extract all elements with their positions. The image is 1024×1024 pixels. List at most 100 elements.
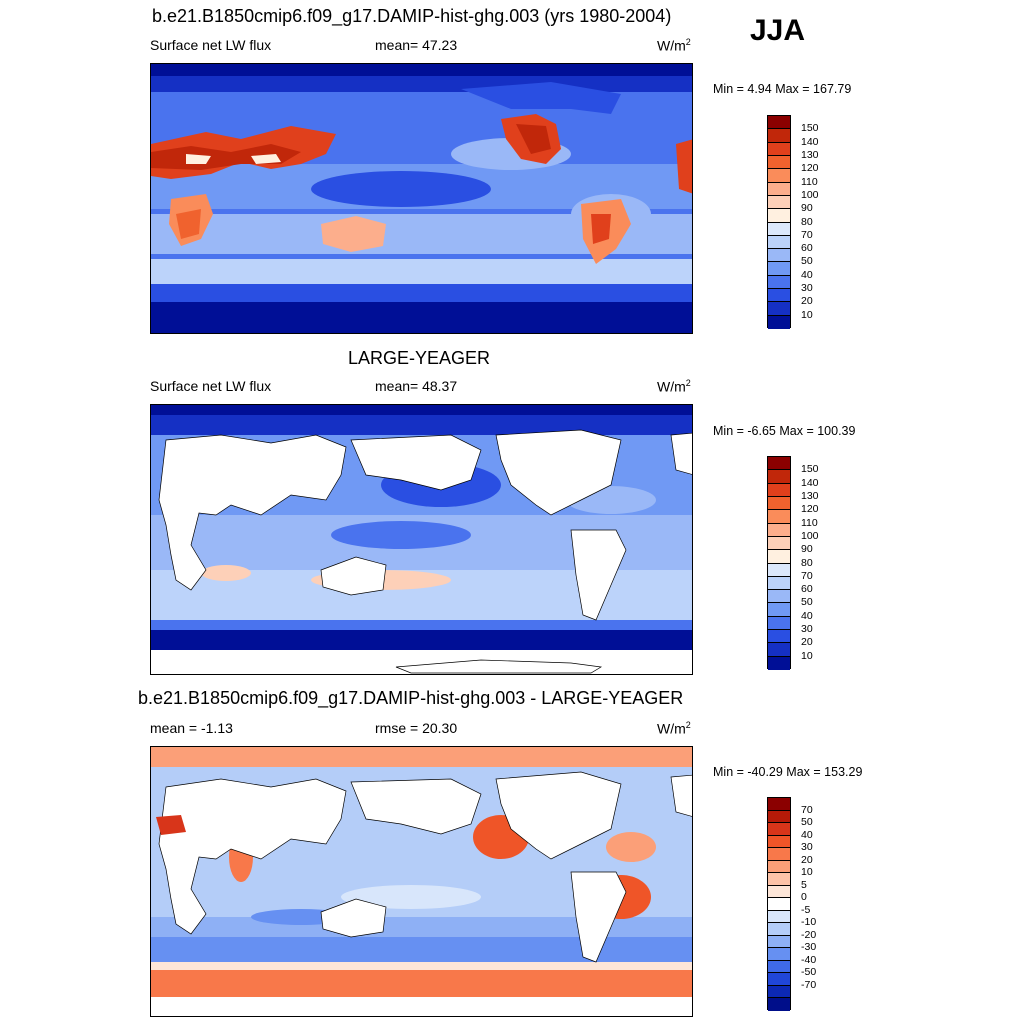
colorbar-tick-label: 80 (801, 556, 813, 569)
colorbar-swatch (768, 483, 790, 497)
colorbar-tick-label: 120 (801, 162, 819, 175)
colorbar-tick-label: 100 (801, 529, 819, 542)
colorbar-tick-label: 130 (801, 148, 819, 161)
panel2-variable-label: Surface net LW flux (150, 378, 272, 394)
colorbar-tick-label: -20 (801, 928, 817, 941)
colorbar-swatch (768, 973, 790, 986)
colorbar-swatch (768, 590, 790, 604)
panel2-map (150, 404, 693, 675)
season-label: JJA (750, 14, 806, 47)
colorbar-swatch (768, 630, 790, 644)
colorbar-tick-label: 100 (801, 188, 819, 201)
colorbar-tick-label: 110 (801, 516, 818, 529)
colorbar-swatch (768, 116, 790, 130)
colorbar-tick-label: 70 (801, 569, 813, 582)
colorbar-tick-label: 50 (801, 255, 813, 268)
colorbar-swatch (768, 960, 790, 974)
colorbar-tick-label: 90 (801, 543, 813, 556)
colorbar-tick-label: 120 (801, 503, 819, 516)
colorbar-swatch (768, 457, 790, 471)
panel2-units-text: W/m (657, 378, 686, 395)
colorbar-swatch (768, 935, 790, 949)
colorbar-tick-label: 40 (801, 609, 813, 622)
panel1-min-max: Min = 4.94 Max = 167.79 (713, 82, 852, 96)
colorbar-swatch (768, 603, 790, 617)
panel3-title: b.e21.B1850cmip6.f09_g17.DAMIP-hist-ghg.… (138, 688, 684, 708)
colorbar-swatch (768, 470, 790, 484)
colorbar-swatch (768, 510, 790, 524)
colorbar-tick-label: 20 (801, 636, 813, 649)
colorbar-swatch (768, 129, 790, 143)
colorbar-swatch (768, 873, 790, 886)
panel3-min-max: Min = -40.29 Max = 153.29 (713, 765, 863, 779)
colorbar-swatch (768, 998, 790, 1011)
panel2-mean-label: mean= 48.37 (375, 378, 458, 394)
colorbar-tick-label: -10 (801, 916, 817, 929)
colorbar-swatch (768, 536, 790, 551)
panel3-map (150, 746, 693, 1017)
colorbar-swatch (768, 289, 790, 303)
colorbar-swatch (768, 249, 790, 263)
colorbar-swatch (768, 155, 790, 170)
colorbar-tick-label: -50 (801, 966, 817, 979)
panel1-variable-label: Surface net LW flux (150, 37, 272, 53)
colorbar-tick-label: -30 (801, 941, 817, 954)
colorbar-swatch (768, 910, 790, 924)
colorbar-swatch (768, 898, 790, 911)
colorbar-swatch (768, 169, 790, 183)
colorbar-swatch (768, 576, 790, 591)
colorbar-tick-label: 10 (801, 308, 813, 321)
colorbar-swatch (768, 823, 790, 836)
colorbar-tick-label: 60 (801, 242, 813, 255)
colorbar-swatch (768, 643, 790, 657)
colorbar-tick-label: 70 (801, 803, 813, 816)
colorbar-tick-label: -70 (801, 978, 817, 991)
colorbar-tick-label: 10 (801, 649, 813, 662)
colorbar-swatch (768, 235, 790, 250)
colorbar-swatch (768, 616, 790, 631)
panel1-map (150, 63, 693, 334)
colorbar-tick-label: 5 (801, 878, 807, 891)
panel3-colorbar (767, 797, 791, 1011)
panel3-map-field (151, 747, 692, 1016)
colorbar-swatch (768, 195, 790, 210)
panel1-colorbar (767, 115, 791, 329)
colorbar-swatch (768, 550, 790, 564)
colorbar-tick-label: 50 (801, 816, 813, 829)
colorbar-swatch (768, 275, 790, 290)
colorbar-swatch (768, 523, 790, 537)
colorbar-tick-label: 50 (801, 596, 813, 609)
colorbar-tick-label: 30 (801, 282, 813, 295)
panel1-units-exponent: 2 (685, 37, 691, 47)
colorbar-tick-label: 140 (801, 135, 819, 148)
colorbar-swatch (768, 798, 790, 811)
panel1-mean-label: mean= 47.23 (375, 37, 458, 53)
colorbar-swatch (768, 302, 790, 316)
colorbar-swatch (768, 985, 790, 999)
colorbar-swatch (768, 209, 790, 223)
colorbar-swatch (768, 142, 790, 156)
colorbar-tick-label: 40 (801, 268, 813, 281)
panel3-mean-label: mean = -1.13 (150, 720, 233, 736)
colorbar-tick-label: 150 (801, 463, 819, 476)
colorbar-swatch (768, 656, 790, 670)
colorbar-swatch (768, 948, 790, 961)
colorbar-tick-label: 140 (801, 476, 819, 489)
colorbar-tick-label: 70 (801, 228, 813, 241)
colorbar-tick-label: 30 (801, 841, 813, 854)
panel1-map-field (151, 64, 692, 333)
colorbar-tick-label: 20 (801, 295, 813, 308)
colorbar-tick-label: 90 (801, 202, 813, 215)
colorbar-tick-label: 110 (801, 175, 818, 188)
colorbar-swatch (768, 835, 790, 849)
colorbar-tick-label: 10 (801, 866, 813, 879)
colorbar-swatch (768, 923, 790, 936)
panel2-title: LARGE-YEAGER (348, 348, 491, 368)
colorbar-tick-label: 40 (801, 828, 813, 841)
panel3-units: W/m2 (657, 720, 691, 737)
colorbar-tick-label: -5 (801, 903, 811, 916)
panel1-title: b.e21.B1850cmip6.f09_g17.DAMIP-hist-ghg.… (152, 6, 672, 26)
colorbar-swatch (768, 563, 790, 577)
panel1-units: W/m2 (657, 37, 691, 54)
colorbar-swatch (768, 885, 790, 899)
